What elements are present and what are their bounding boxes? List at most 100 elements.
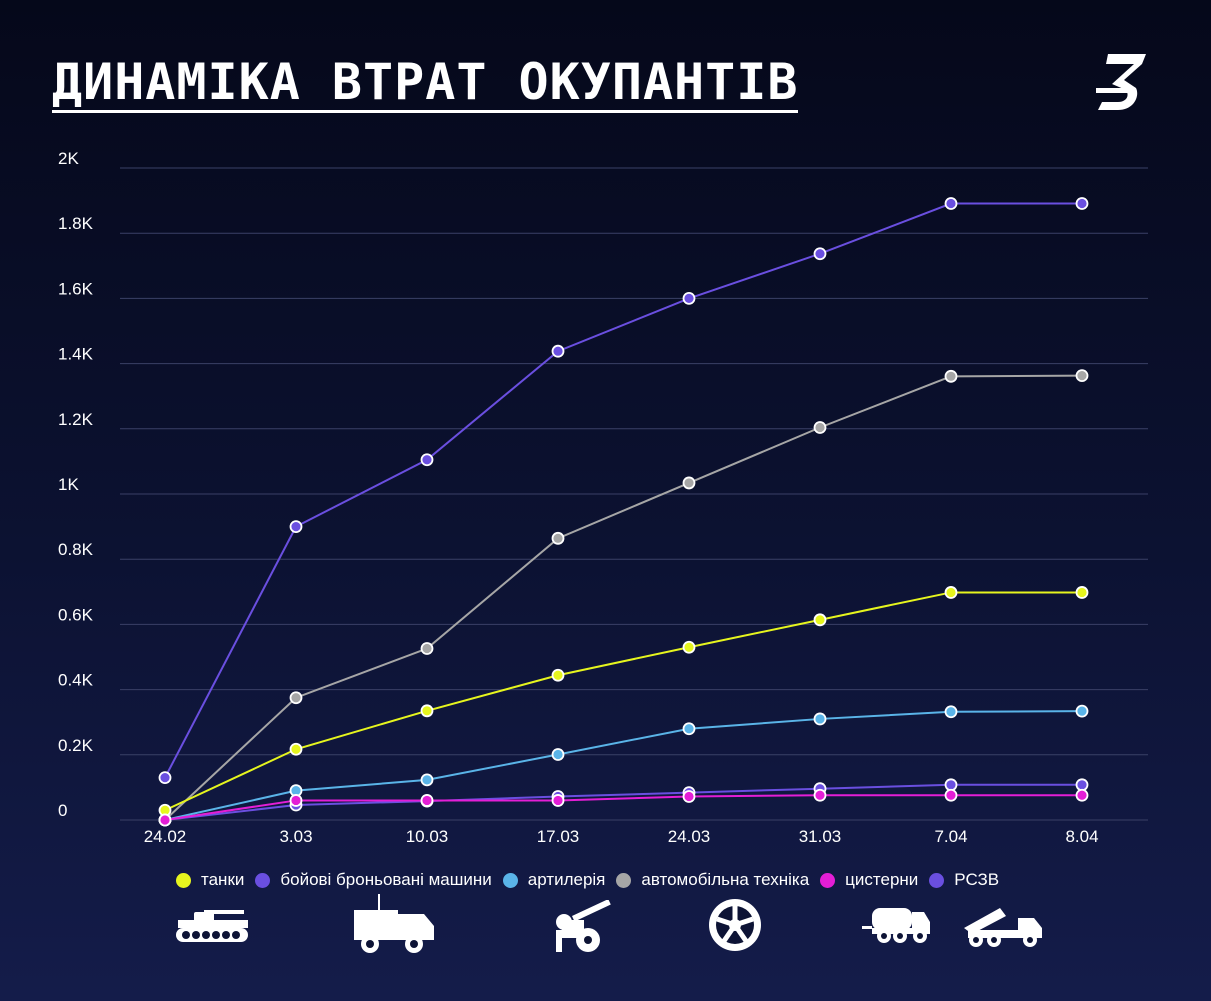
legend-label-tanks: танки <box>201 870 245 889</box>
legend-item-vehicles: автомобільна техніка <box>616 870 809 890</box>
data-point-bbm <box>551 344 565 358</box>
data-point-tanks <box>813 613 827 627</box>
series-lines <box>158 197 1089 827</box>
data-point-vehicles <box>551 531 565 545</box>
legend-swatch-rszv <box>929 872 945 888</box>
data-point-tankers <box>551 794 565 807</box>
data-point-tanks <box>420 704 434 718</box>
tank-icon <box>176 910 248 942</box>
legend-swatch-tankers <box>820 872 836 888</box>
series-line-bbm <box>164 202 1082 779</box>
data-point-artillery <box>682 722 696 736</box>
x-axis-ticks: 24.02 3.03 10.03 17.03 24.03 31.03 7.04 8.04 <box>144 827 1099 846</box>
y-tick-label: 0.4K <box>58 671 94 690</box>
y-tick-label: 0.6K <box>58 605 94 624</box>
z-logo-icon <box>1096 54 1146 110</box>
legend-item-bbm: бойові броньовані машини <box>255 870 492 890</box>
x-tick-label: 10.03 <box>406 827 449 846</box>
data-point-tankers <box>420 794 434 807</box>
data-point-artillery <box>813 712 827 726</box>
y-tick-label: 0.8K <box>58 540 94 559</box>
legend-item-tanks: танки <box>176 870 244 890</box>
data-point-bbm <box>944 197 958 210</box>
wheel-icon <box>709 899 761 951</box>
data-point-tanks <box>682 640 696 654</box>
series-tankers <box>158 788 1089 827</box>
data-point-tanks <box>1075 586 1089 599</box>
series-line-vehicles <box>164 374 1083 821</box>
data-point-tankers <box>158 813 172 827</box>
x-tick-label: 3.03 <box>279 827 312 846</box>
data-point-rszv <box>944 778 958 792</box>
data-point-vehicles <box>420 642 434 655</box>
data-point-bbm <box>158 771 172 785</box>
legend: танки бойові броньовані машини артилерія… <box>176 870 1010 890</box>
legend-label-tankers: цистерни <box>845 870 919 889</box>
data-point-vehicles <box>682 476 696 490</box>
y-tick-label: 1.8K <box>58 214 94 233</box>
data-point-vehicles <box>813 421 827 434</box>
series-line-artillery <box>164 710 1083 821</box>
data-point-tankers <box>682 790 696 803</box>
data-point-tankers <box>944 788 958 802</box>
page-title: ДИНАМІКА ВТРАТ ОКУПАНТІВ <box>52 53 799 113</box>
legend-swatch-artillery <box>502 872 518 888</box>
x-tick-label: 17.03 <box>537 827 580 846</box>
legend-label-vehicles: автомобільна техніка <box>641 870 810 889</box>
x-tick-label: 31.03 <box>799 827 842 846</box>
data-point-vehicles <box>944 369 958 383</box>
fuel-tanker-icon <box>862 908 930 943</box>
armored-vehicle-icon <box>354 894 434 953</box>
data-point-bbm <box>813 247 827 261</box>
data-point-artillery <box>551 748 565 761</box>
data-point-artillery <box>1075 704 1089 718</box>
data-point-rszv <box>1075 778 1089 792</box>
x-tick-label: 8.04 <box>1065 827 1098 846</box>
x-tick-label: 24.02 <box>144 827 187 846</box>
legend-swatch-vehicles <box>616 872 632 888</box>
x-tick-label: 24.03 <box>668 827 711 846</box>
series-line-tanks <box>164 591 1082 812</box>
data-point-tanks <box>551 668 565 682</box>
data-point-artillery <box>420 773 434 787</box>
y-tick-label: 1.2K <box>58 410 94 429</box>
data-point-tankers <box>813 788 827 802</box>
rocket-launcher-icon <box>964 908 1042 947</box>
data-point-tankers <box>289 794 303 807</box>
legend-label-rszv: РСЗВ <box>954 870 1000 889</box>
series-vehicles <box>158 369 1089 827</box>
series-line-tankers <box>164 794 1082 821</box>
series-bbm <box>158 197 1089 785</box>
data-point-bbm <box>1075 197 1089 210</box>
data-point-vehicles <box>1075 369 1089 383</box>
data-point-vehicles <box>289 691 303 705</box>
y-tick-label: 1.4K <box>58 345 94 364</box>
data-point-tanks <box>944 586 958 599</box>
equipment-icons <box>0 890 1211 970</box>
y-tick-label: 0 <box>58 801 67 820</box>
legend-item-rszv: РСЗВ <box>929 870 999 890</box>
y-tick-label: 2K <box>58 149 79 168</box>
y-axis-ticks: 0 0.2K 0.4K 0.6K 0.8K 1K 1.2K 1.4K 1.6K 1.8K 2K <box>58 149 94 820</box>
legend-item-tankers: цистерни <box>820 870 918 890</box>
artillery-icon <box>556 900 611 952</box>
legend-item-artillery: артилерія <box>502 870 606 890</box>
data-point-tanks <box>289 742 303 756</box>
legend-swatch-bbm <box>255 872 271 888</box>
series-tanks <box>158 586 1089 817</box>
series-line-rszv <box>164 783 1082 821</box>
legend-swatch-tanks <box>176 872 191 888</box>
grid-lines <box>120 167 1148 821</box>
legend-label-artillery: артилерія <box>527 870 606 889</box>
x-tick-label: 7.04 <box>934 827 967 846</box>
y-tick-label: 0.2K <box>58 736 94 755</box>
data-point-artillery <box>944 705 958 719</box>
y-tick-label: 1.6K <box>58 279 94 298</box>
data-point-bbm <box>682 291 696 305</box>
y-tick-label: 1K <box>58 475 79 494</box>
data-point-bbm <box>420 453 434 467</box>
legend-label-bbm: бойові броньовані машини <box>280 870 492 889</box>
data-point-tankers <box>1075 788 1089 802</box>
data-point-bbm <box>289 520 303 533</box>
